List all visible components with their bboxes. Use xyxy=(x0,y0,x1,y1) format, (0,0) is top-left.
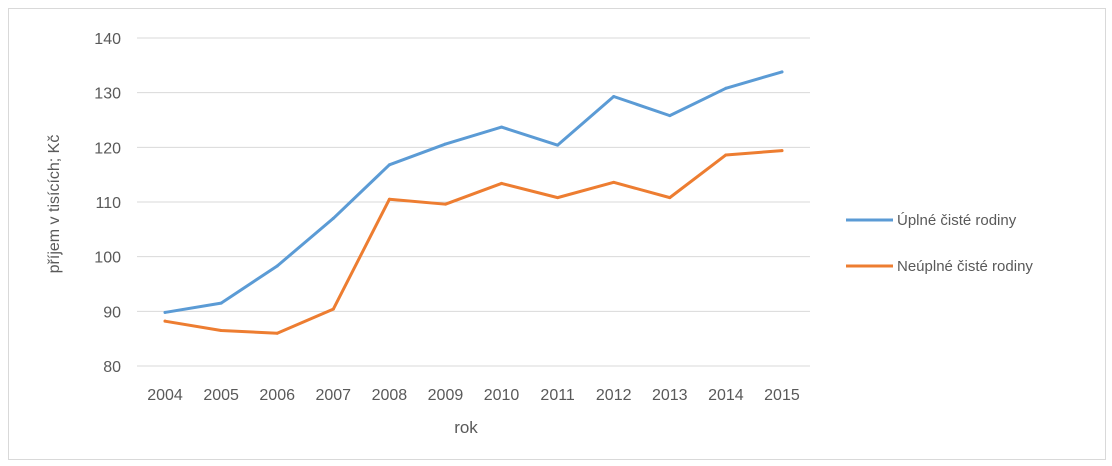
x-tick-label: 2005 xyxy=(203,387,239,404)
x-tick-label: 2012 xyxy=(596,387,632,404)
x-tick-label: 2004 xyxy=(147,387,183,404)
series-line-uplne xyxy=(163,70,784,314)
x-axis-label: rok xyxy=(454,418,478,437)
x-tick-label: 2009 xyxy=(428,387,464,404)
data-point xyxy=(219,301,223,305)
data-point xyxy=(556,143,560,147)
data-point xyxy=(275,331,279,335)
legend-label-neuplne: Neúplné čisté rodiny xyxy=(897,258,1033,275)
chart-area: 80 90 100 110 120 130 140 2004 2005 2006 2007 2008… xyxy=(8,8,1106,460)
data-point xyxy=(780,149,784,153)
x-tick-label: 2007 xyxy=(315,387,351,404)
legend: Úplné čisté rodiny Neúplné čisté rodiny xyxy=(846,212,1033,275)
data-point xyxy=(724,86,728,90)
y-tick-label: 110 xyxy=(95,195,121,212)
data-point xyxy=(612,180,616,184)
data-point xyxy=(556,196,560,200)
data-point xyxy=(443,202,447,206)
x-tick-label: 2011 xyxy=(540,387,575,404)
y-tick-label: 140 xyxy=(94,31,121,48)
data-point xyxy=(668,114,672,118)
data-point xyxy=(219,328,223,332)
data-point xyxy=(331,307,335,311)
y-tick-label: 100 xyxy=(94,250,121,267)
x-tick-label: 2015 xyxy=(764,387,800,404)
x-tick-label: 2006 xyxy=(259,387,295,404)
data-point xyxy=(163,310,167,314)
y-axis-label: příjem v tisících; Kč xyxy=(46,135,63,274)
x-tick-label: 2013 xyxy=(652,387,688,404)
line-chart: 80 90 100 110 120 130 140 2004 2005 2006 2007 2008… xyxy=(46,31,1033,437)
series-lines xyxy=(163,70,784,335)
x-tick-label: 2010 xyxy=(484,387,520,404)
data-point xyxy=(668,196,672,200)
data-point xyxy=(331,216,335,220)
y-axis-ticks: 80 90 100 110 120 130 140 xyxy=(94,31,121,376)
data-point xyxy=(612,94,616,98)
data-point xyxy=(163,319,167,323)
data-point xyxy=(780,70,784,74)
legend-label-uplne: Úplné čisté rodiny xyxy=(897,212,1017,229)
grid-lines xyxy=(137,37,810,367)
y-tick-label: 80 xyxy=(103,359,121,376)
data-point xyxy=(500,181,504,185)
data-point xyxy=(387,197,391,201)
y-tick-label: 90 xyxy=(103,304,121,321)
data-point xyxy=(443,142,447,146)
x-tick-label: 2014 xyxy=(708,387,744,404)
data-point xyxy=(275,264,279,268)
y-tick-label: 130 xyxy=(94,86,121,103)
x-tick-label: 2008 xyxy=(372,387,408,404)
x-axis-ticks: 2004 2005 2006 2007 2008 2009 2010 2011 2012 2013… xyxy=(147,387,800,404)
data-point xyxy=(387,163,391,167)
series-line-neuplne xyxy=(163,149,784,335)
data-point xyxy=(724,153,728,157)
y-tick-label: 120 xyxy=(94,140,121,157)
data-point xyxy=(500,125,504,129)
